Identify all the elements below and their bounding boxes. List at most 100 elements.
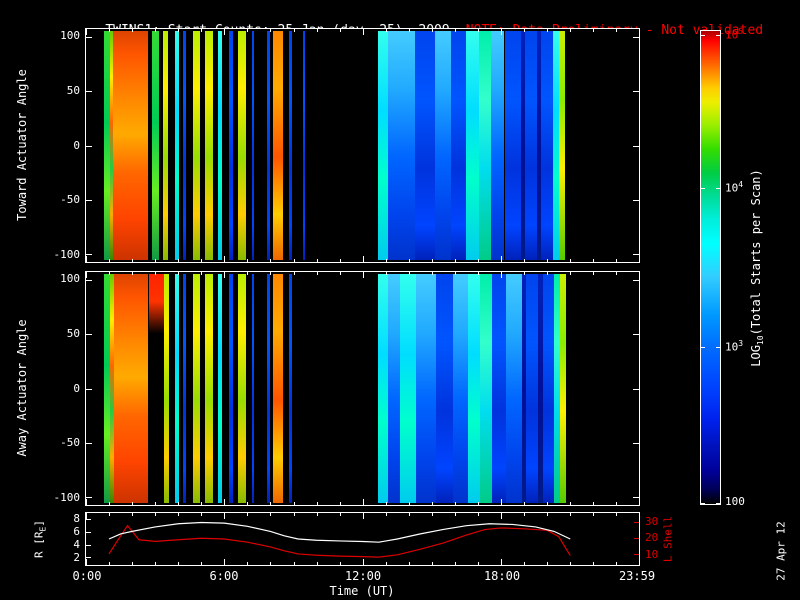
minor-x-tick	[201, 513, 203, 516]
minor-x-tick	[178, 272, 180, 275]
spectrogram-segment	[183, 274, 187, 503]
y-tick	[633, 199, 639, 201]
minor-x-tick	[316, 513, 318, 516]
y-tick	[633, 497, 639, 499]
spectrogram-segment	[452, 274, 468, 503]
date-stamp: 27 Apr 12	[774, 521, 788, 581]
minor-x-tick	[477, 502, 479, 505]
minor-x-tick	[477, 29, 479, 32]
major-x-tick	[362, 559, 364, 565]
minor-x-tick	[109, 29, 111, 32]
minor-x-tick	[385, 259, 387, 262]
x-tick-label-1: 6:00	[209, 569, 239, 583]
y-tick	[633, 279, 639, 281]
y-tick-label: 0	[73, 138, 80, 152]
colorbar-tick	[700, 188, 705, 190]
spectrogram-segment	[505, 274, 522, 503]
spectrogram-segment	[451, 31, 467, 260]
minor-x-tick	[454, 29, 456, 32]
spectrogram-segment	[490, 31, 505, 260]
major-x-tick	[362, 256, 364, 262]
minor-x-tick	[454, 272, 456, 275]
spectrogram-segment	[467, 274, 481, 503]
minor-x-tick	[593, 29, 595, 32]
major-x-tick	[501, 513, 503, 519]
spectrogram-segment	[388, 31, 399, 260]
spectrogram-segment	[109, 31, 114, 260]
minor-x-tick	[431, 502, 433, 505]
colorbar-tick	[716, 346, 721, 348]
minor-x-tick	[132, 259, 134, 262]
minor-x-tick	[132, 29, 134, 32]
minor-x-tick	[201, 562, 203, 565]
colorbar-tick-exponent: 4	[738, 180, 744, 190]
minor-x-tick	[616, 259, 618, 262]
minor-x-tick	[201, 502, 203, 505]
y-tick-label: 50	[66, 83, 80, 97]
colorbar-title-pre: LOG	[748, 345, 763, 367]
spectrogram-segment	[554, 274, 560, 503]
minor-x-tick	[431, 562, 433, 565]
minor-x-tick	[316, 562, 318, 565]
spectrogram-segment	[192, 274, 201, 503]
minor-x-tick	[547, 259, 549, 262]
toward-y-axis-label: Toward Actuator Angle	[15, 69, 29, 221]
minor-x-tick	[547, 502, 549, 505]
minor-x-tick	[408, 272, 410, 275]
minor-x-tick	[339, 29, 341, 32]
minor-x-tick	[155, 502, 157, 505]
minor-x-tick	[155, 29, 157, 32]
minor-x-tick	[132, 562, 134, 565]
spectrogram-segment	[435, 31, 452, 260]
y-tick	[86, 497, 92, 499]
minor-x-tick	[524, 513, 526, 516]
major-x-tick	[501, 256, 503, 262]
spectrogram-segment	[491, 274, 506, 503]
orbit-lines-svg	[86, 513, 639, 565]
minor-x-tick	[247, 502, 249, 505]
minor-x-tick	[270, 513, 272, 516]
y-tick	[86, 91, 92, 93]
minor-x-tick	[339, 259, 341, 262]
minor-x-tick	[431, 29, 433, 32]
colorbar-tick-exponent: 3	[738, 338, 744, 348]
minor-x-tick	[570, 513, 572, 516]
minor-x-tick	[524, 259, 526, 262]
y-tick	[86, 36, 92, 38]
minor-x-tick	[385, 562, 387, 565]
x-axis-title: Time (UT)	[329, 584, 395, 598]
minor-x-tick	[408, 513, 410, 516]
major-x-tick	[639, 513, 640, 519]
minor-x-tick	[339, 272, 341, 275]
minor-x-tick	[616, 29, 618, 32]
spectrogram-segment	[436, 274, 453, 503]
r-tick-label: 4	[73, 537, 80, 551]
l-tick	[634, 553, 639, 555]
spectrogram-segment	[398, 31, 415, 260]
minor-x-tick	[524, 562, 526, 565]
major-x-tick	[501, 499, 503, 505]
major-x-tick	[86, 499, 87, 505]
spectrogram-segment	[558, 31, 566, 260]
minor-x-tick	[316, 502, 318, 505]
spectrogram-segment	[204, 274, 214, 503]
y-tick-label: -100	[53, 248, 81, 262]
minor-x-tick	[593, 562, 595, 565]
y-tick-label: 50	[66, 326, 80, 340]
spectrogram-segment	[289, 31, 293, 260]
minor-x-tick	[570, 502, 572, 505]
minor-x-tick	[178, 29, 180, 32]
r-tick-label: 6	[73, 524, 80, 538]
spectrogram-segment	[479, 31, 491, 260]
y-tick-label: 100	[60, 28, 80, 42]
major-x-tick	[86, 272, 87, 278]
minor-x-tick	[454, 502, 456, 505]
minor-x-tick	[155, 513, 157, 516]
minor-x-tick	[201, 29, 203, 32]
minor-x-tick	[431, 259, 433, 262]
spectrogram-segment	[272, 31, 284, 260]
y-tick	[86, 279, 92, 281]
minor-x-tick	[109, 513, 111, 516]
y-tick	[633, 334, 639, 336]
spectrogram-segment	[377, 31, 389, 260]
